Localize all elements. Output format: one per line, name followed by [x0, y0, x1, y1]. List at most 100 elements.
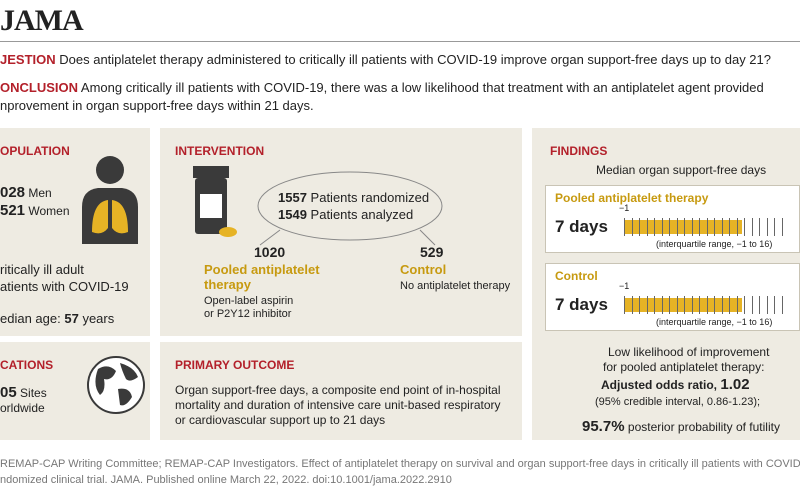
- axis-tick: [631, 218, 633, 236]
- axis-tick: [721, 296, 723, 314]
- summary: Low likelihood of improvement: [608, 345, 770, 359]
- finding-median: 7 days: [555, 217, 608, 236]
- axis-tick: [691, 296, 693, 314]
- axis-tick: [729, 296, 730, 314]
- outcome-text: or cardiovascular support up to 21 days: [175, 413, 386, 427]
- axis-tick: [736, 218, 738, 236]
- axis-tick: [759, 296, 760, 314]
- question-text: Does antiplatelet therapy administered t…: [59, 52, 771, 67]
- count: 05: [0, 384, 17, 401]
- group-n: 529: [420, 244, 444, 260]
- value: 95.7%: [582, 418, 625, 435]
- pill-icon: [193, 166, 237, 237]
- axis-tick: [654, 296, 655, 314]
- axis-tick: [781, 296, 783, 314]
- unit: years: [82, 311, 115, 326]
- value: 57: [64, 311, 79, 326]
- axis-min: −1: [619, 203, 630, 213]
- axis-tick: [639, 218, 640, 236]
- section-title: PRIMARY OUTCOME: [175, 358, 295, 372]
- section-title: FINDINGS: [550, 144, 608, 158]
- label: Women: [28, 204, 70, 218]
- flow-diagram: [257, 171, 443, 246]
- value: 1.02: [720, 376, 750, 393]
- axis-tick: [744, 218, 745, 236]
- age: edian age: 57 years: [0, 311, 114, 326]
- axis-tick: [669, 218, 670, 236]
- axis-tick: [691, 218, 693, 236]
- axis-tick: [676, 296, 678, 314]
- axis-tick: [676, 218, 678, 236]
- axis-tick: [766, 218, 768, 236]
- axis-tick: [661, 296, 663, 314]
- axis-tick: [661, 218, 663, 236]
- axis-tick: [751, 218, 753, 236]
- section-title: CATIONS: [0, 358, 54, 372]
- group-n: 1020: [254, 244, 286, 260]
- conclusion-text: Among critically ill patients with COVID…: [80, 80, 764, 95]
- axis-tick: [624, 296, 625, 314]
- axis-tick: [714, 218, 715, 236]
- axis-tick: [751, 296, 753, 314]
- count: 1549: [278, 207, 307, 222]
- summary: (95% credible interval, 0.86-1.23);: [595, 396, 761, 408]
- axis-tick: [714, 296, 715, 314]
- axis-tick: [781, 218, 783, 236]
- subtitle: Median organ support-free days: [596, 163, 767, 177]
- iqr-label: (interquartile range, −1 to 16): [656, 317, 773, 327]
- outcome-text: Organ support-free days, a composite end…: [175, 383, 501, 397]
- summary: for pooled antiplatelet therapy:: [603, 360, 765, 374]
- women: 521 Women: [0, 202, 70, 219]
- label: posterior probability of futility: [627, 420, 780, 434]
- section-title: OPULATION: [0, 144, 70, 158]
- axis-tick: [766, 296, 768, 314]
- axis-tick: [774, 218, 775, 236]
- label: Men: [28, 186, 52, 200]
- iqr-label: (interquartile range, −1 to 16): [656, 239, 773, 249]
- randomized: 1557 Patients randomized: [278, 190, 429, 205]
- finding-median: 7 days: [555, 295, 608, 314]
- sites: 05 Sites: [0, 384, 47, 401]
- logo: JAMA: [0, 4, 84, 37]
- summary: 95.7% posterior probability of futility: [582, 418, 780, 435]
- axis-tick: [759, 218, 760, 236]
- axis-tick: [646, 296, 648, 314]
- label: Patients randomized: [310, 190, 430, 205]
- axis-tick: [744, 296, 745, 314]
- outcome-text: mortality and duration of intensive care…: [175, 398, 501, 412]
- iqr-bar: [624, 220, 742, 234]
- finding-box: [545, 263, 800, 331]
- conclusion: ONCLUSION Among critically ill patients …: [0, 80, 764, 95]
- group-name: Control: [400, 262, 447, 277]
- group-name: Pooled antiplatelet: [204, 262, 320, 277]
- label: Sites: [20, 386, 47, 400]
- analyzed: 1549 Patients analyzed: [278, 207, 413, 222]
- desc: ritically ill adult: [0, 262, 84, 277]
- outcome-panel: [160, 342, 522, 440]
- question-label: JESTION: [0, 52, 56, 67]
- conclusion-text: nprovement in organ support-free days wi…: [0, 98, 314, 113]
- axis-tick: [669, 296, 670, 314]
- axis-tick: [721, 218, 723, 236]
- group-name: therapy: [204, 277, 251, 292]
- citation: REMAP-CAP Writing Committee; REMAP-CAP I…: [0, 458, 800, 470]
- axis-tick: [729, 218, 730, 236]
- conclusion-label: ONCLUSION: [0, 80, 78, 95]
- citation: ndomized clinical trial. JAMA. Published…: [0, 474, 452, 486]
- axis-min: −1: [619, 281, 630, 291]
- count: 1557: [278, 190, 307, 205]
- iqr-bar: [624, 298, 742, 312]
- globe-icon: [87, 356, 145, 414]
- sites: orldwide: [0, 401, 45, 415]
- person-icon: [82, 156, 138, 244]
- axis-tick: [631, 296, 633, 314]
- axis-tick: [654, 218, 655, 236]
- finding-box: [545, 185, 800, 253]
- rule: [0, 41, 800, 42]
- finding-name: Control: [555, 269, 598, 283]
- axis-tick: [639, 296, 640, 314]
- axis-tick: [699, 218, 700, 236]
- group-desc: Open-label aspirin: [204, 295, 294, 307]
- axis-tick: [684, 296, 685, 314]
